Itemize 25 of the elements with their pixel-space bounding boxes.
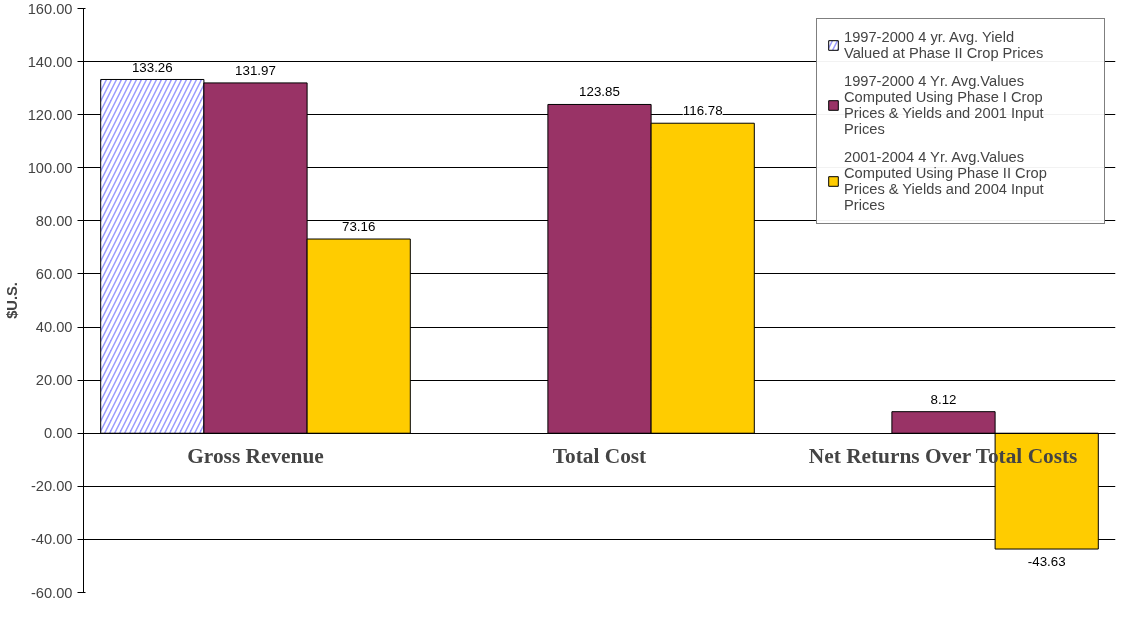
y-tick-label: 20.00: [35, 372, 73, 389]
y-tick-label: 0.00: [43, 425, 73, 442]
x-tick-label: Total Cost: [552, 444, 648, 469]
data-label: 73.16: [342, 219, 376, 235]
legend-label: 1997-2000 4 Yr. Avg.Values Computed Using Phase I Crop Prices & Yields and 2001 Input Prices: [844, 73, 1045, 137]
x-tick-label: Gross Revenue: [187, 444, 324, 469]
data-label: 123.85: [579, 84, 620, 100]
y-tick-label: 100.00: [27, 159, 73, 176]
y-tick-label: 80.00: [35, 212, 73, 229]
data-label: 116.78: [682, 103, 723, 119]
data-label: 8.12: [930, 391, 957, 407]
y-tick-label: 60.00: [35, 265, 73, 282]
y-axis-title: $U.S.: [3, 282, 20, 319]
y-tick-label: -20.00: [30, 478, 73, 495]
y-tick-label: -40.00: [30, 531, 73, 548]
legend-label: 1997-2000 4 yr. Avg. Yield Valued at Phase II Crop Prices: [844, 29, 1045, 61]
data-label: 131.97: [235, 62, 276, 78]
y-tick-label: 120.00: [27, 106, 73, 123]
legend-label: 2001-2004 4 Yr. Avg.Values Computed Using Phase II Crop Prices & Yields and 2004 Input Prices: [844, 149, 1048, 213]
y-tick-label: 40.00: [35, 319, 73, 336]
y-tick-label: -60.00: [30, 584, 73, 601]
y-tick-label: 140.00: [27, 53, 73, 70]
data-label: -43.63: [1027, 554, 1066, 570]
y-tick-label: 160.00: [27, 0, 73, 17]
data-label: 133.26: [131, 59, 173, 75]
